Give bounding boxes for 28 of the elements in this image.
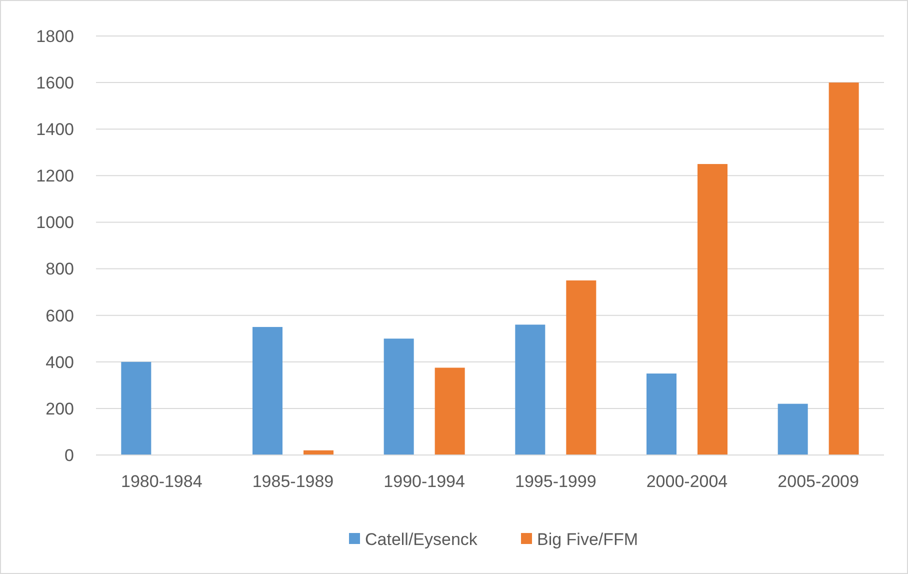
bar (121, 362, 152, 455)
x-tick-label: 1990-1994 (384, 472, 465, 491)
legend-label: Catell/Eysenck (365, 530, 478, 549)
x-tick-label: 1980-1984 (121, 472, 202, 491)
x-tick-label: 2005-2009 (778, 472, 859, 491)
y-tick-label: 600 (46, 306, 74, 326)
bar (778, 404, 808, 455)
bar (566, 280, 596, 455)
bar (384, 338, 414, 455)
bar (434, 368, 465, 455)
y-tick-label: 1000 (36, 213, 74, 232)
y-tick-label: 200 (46, 399, 74, 418)
y-tick-label: 0 (64, 446, 74, 465)
y-tick-label: 1800 (36, 26, 74, 46)
x-tick-label: 1995-1999 (515, 472, 596, 491)
bar (828, 82, 859, 455)
y-tick-label: 1400 (36, 120, 74, 140)
y-tick-label: 1600 (36, 74, 74, 93)
x-tick-label: 1985-1989 (252, 472, 334, 491)
y-tick-label: 400 (46, 352, 74, 372)
bar (252, 326, 282, 455)
x-tick-label: 2000-2004 (646, 472, 728, 491)
bar (646, 374, 676, 455)
bar (515, 324, 546, 455)
bar (698, 164, 728, 455)
legend-label: Big Five/FFM (537, 530, 638, 549)
y-tick-label: 800 (46, 260, 74, 279)
y-tick-label: 1200 (36, 166, 74, 186)
